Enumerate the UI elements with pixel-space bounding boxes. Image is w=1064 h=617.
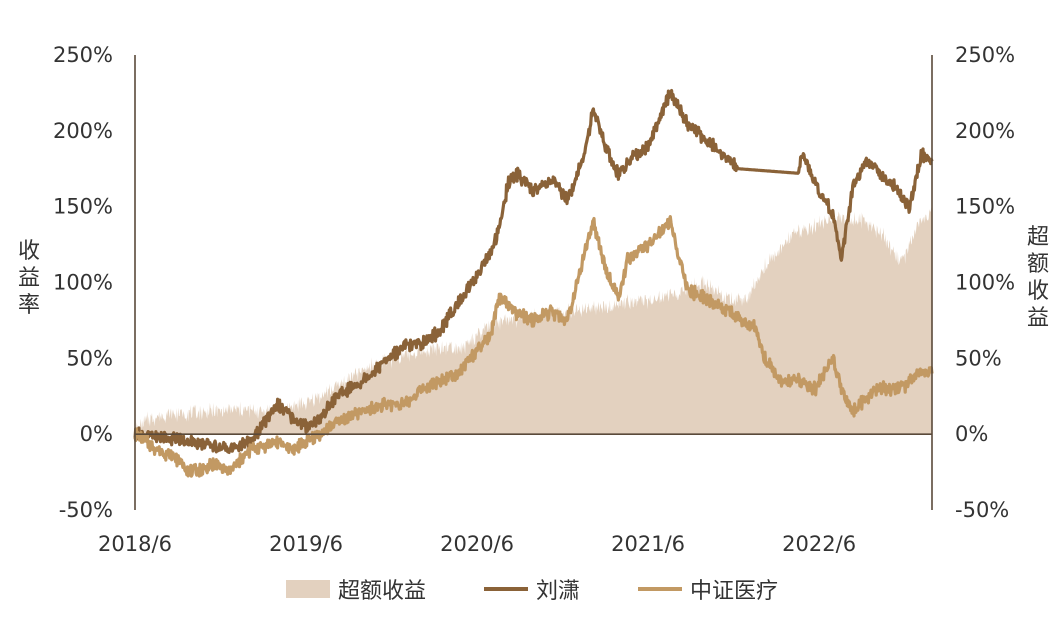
y-tick-left-label: -50% — [59, 498, 113, 522]
legend-swatch-excess — [285, 580, 330, 598]
x-tick-label: 2021/6 — [611, 532, 685, 556]
tick-label-layer: 250% 200% 150% 100% 50% 0% -50% 250% 200% 150% 100… — [53, 43, 1015, 556]
y-tick-right-label: 200% — [955, 119, 1015, 143]
y-tick-left-label: 50% — [66, 346, 113, 370]
y-tick-left-label: 250% — [53, 43, 113, 67]
y-tick-left-label: 150% — [53, 195, 113, 219]
legend-item-index: 中证医疗 — [638, 573, 778, 605]
line-layer — [133, 88, 934, 478]
y-tick-left-label: 100% — [53, 271, 113, 295]
legend-item-excess: 超额收益 — [285, 573, 426, 605]
legend-label-fund: 刘潇 — [535, 579, 580, 604]
x-tick-label: 2022/6 — [782, 532, 856, 556]
series-line-index — [133, 215, 934, 478]
y-tick-right-label: 100% — [955, 271, 1015, 295]
axis-layer — [134, 55, 933, 510]
y-tick-right-label: 250% — [955, 43, 1015, 67]
legend-item-fund: 刘潇 — [483, 573, 580, 605]
y-axis-right-title: 超额收益 — [1026, 225, 1049, 331]
area-layer — [135, 207, 932, 435]
y-axis-left-title: 收益率 — [17, 239, 40, 318]
series-line-fund — [133, 88, 934, 454]
x-tick-label: 2020/6 — [440, 532, 514, 556]
legend: 超额收益 刘潇 中证医疗 — [0, 572, 1064, 606]
y-tick-right-label: 0% — [955, 422, 988, 446]
legend-swatch-index — [638, 587, 682, 591]
y-tick-right-label: -50% — [955, 498, 1009, 522]
x-tick-label: 2019/6 — [269, 532, 343, 556]
x-tick-label: 2018/6 — [98, 532, 172, 556]
legend-swatch-fund — [483, 587, 528, 591]
y-tick-left-label: 200% — [53, 119, 113, 143]
y-tick-right-label: 50% — [955, 346, 1002, 370]
legend-label-index: 中证医疗 — [690, 579, 779, 604]
legend-label-excess: 超额收益 — [337, 579, 426, 604]
series-area-excess — [135, 207, 932, 435]
y-tick-right-label: 150% — [955, 195, 1015, 219]
y-tick-left-label: 0% — [80, 422, 113, 446]
